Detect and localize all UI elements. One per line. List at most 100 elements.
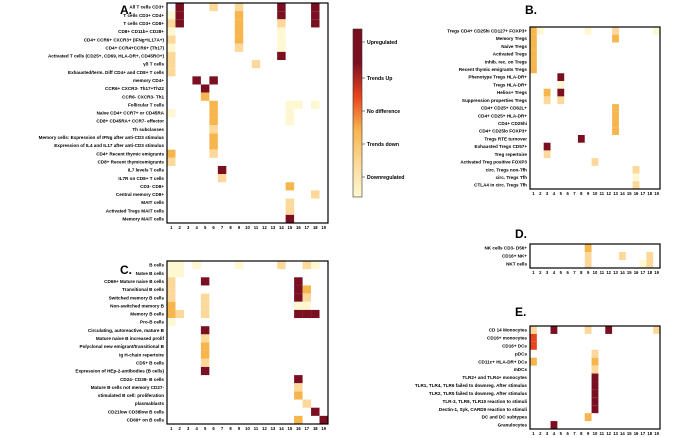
heatmap-cell	[209, 133, 218, 142]
row-label: CD24- CD38- B cells	[120, 377, 164, 382]
row-label: Transitional B cells	[122, 287, 164, 292]
column-label: 12	[262, 225, 267, 230]
column-label: 10	[593, 270, 598, 275]
column-label: 17	[304, 426, 309, 431]
heatmap-cell	[311, 19, 320, 28]
column-label: 19	[654, 270, 659, 275]
column-label: 2	[179, 426, 182, 431]
column-label: 15	[627, 431, 632, 436]
heatmap-frame	[166, 260, 329, 425]
row-label: Naïve CD4+ CCR7+ or CD45RA	[97, 111, 165, 116]
column-label: 11	[254, 426, 259, 431]
column-label: 9	[238, 426, 241, 431]
row-label: Suppression properties Tregs	[462, 98, 528, 103]
heatmap-cell	[530, 357, 537, 366]
row-label: CTLA4 in circ. Tregs Tfh	[474, 183, 527, 188]
heatmap-cell	[294, 383, 303, 392]
legend-label: Upregulated	[367, 40, 397, 46]
row-label: NKT cells	[506, 262, 527, 267]
heatmap-cell	[311, 309, 320, 319]
row-label: Tregs CD4+ CD25hi CD127+ FOXP3+	[447, 28, 527, 33]
row-label: CD16+ DCs	[502, 343, 527, 348]
column-label: 15	[288, 426, 293, 431]
heatmap-cell	[167, 318, 176, 327]
row-label: CD8+ CD11b+ CD28+	[118, 29, 164, 34]
heatmap-cell	[285, 182, 295, 191]
heatmap-cell	[584, 27, 592, 35]
heatmap-cell	[167, 157, 176, 166]
column-label: 9	[587, 191, 590, 196]
row-label: CD21low CD38low B cells	[108, 409, 165, 414]
heatmap-cell	[319, 415, 328, 424]
heatmap-cell	[277, 19, 286, 28]
column-label: 14	[279, 225, 284, 230]
column-label: 4	[195, 225, 198, 230]
column-label: 3	[546, 431, 549, 436]
column-label: 6	[212, 225, 215, 230]
row-label: Expression of IL4 and IL17 after anti-CD…	[54, 143, 164, 148]
row-label: NK cells CD3- D56+	[484, 246, 527, 251]
column-label: 10	[245, 225, 250, 230]
heatmap-cell	[234, 27, 244, 36]
row-label: CD69+ Mature naive B cells	[104, 279, 164, 284]
heatmap-cell	[530, 27, 537, 35]
heatmap-cell	[200, 92, 210, 101]
row-label: Activated T cells (CD25+, CD69, HLA-DR+,…	[48, 54, 164, 59]
row-label: Treg repertoire	[495, 152, 528, 157]
row-label: Helios+ Tregs	[497, 90, 527, 95]
row-label: Activated Tregs	[493, 52, 528, 57]
legend-label: Downregulated	[367, 175, 404, 181]
row-label: CD3- CD8+	[140, 184, 164, 189]
column-label: 2	[539, 270, 542, 275]
heatmap-cell	[294, 415, 303, 424]
heatmap-cell	[584, 244, 592, 252]
heatmap-cell	[175, 3, 184, 12]
column-label: 11	[600, 191, 605, 196]
column-label: 19	[321, 426, 326, 431]
heatmap-cell	[294, 375, 303, 384]
row-label: Recent thymic emigrants Tregs	[459, 67, 528, 72]
heatmap-cell	[591, 381, 599, 390]
row-label: Inhib. rec. on Tregs	[485, 59, 528, 64]
row-label: CD16+ NK+	[502, 254, 527, 259]
column-label: 7	[573, 270, 576, 275]
row-label: B cells	[149, 263, 164, 268]
row-label: circ. Tregs non-Tfh	[486, 167, 528, 172]
heatmap-cell	[285, 100, 295, 109]
heatmap-cell	[302, 293, 312, 302]
row-label: CD4+ CCR6+ CXCR3+ (IFNg+IL17A+)	[84, 37, 165, 42]
column-label: 14	[620, 270, 625, 275]
heatmap-cell	[591, 357, 599, 366]
heatmap-cell	[175, 19, 184, 28]
heatmap-panel-d: D. NK cells CD3- D56+ CD16+ NK+ NKT cells 1 2…	[484, 227, 661, 275]
column-label: 8	[580, 270, 583, 275]
column-label: 14	[620, 191, 625, 196]
column-label: 1	[532, 191, 535, 196]
row-label: TLR2, TLR5 failed to downreg. After stim…	[429, 391, 528, 396]
heatmap-cell	[167, 35, 176, 44]
row-label: Memory Tregs	[496, 36, 528, 41]
heatmap-cell	[167, 149, 176, 158]
column-label: 15	[288, 225, 293, 230]
heatmap-cell	[234, 3, 244, 12]
heatmap-frame	[529, 325, 661, 430]
column-label: 18	[647, 431, 652, 436]
heatmap-cell	[302, 285, 312, 294]
row-label: Switched memory B cells	[109, 295, 165, 300]
panel-label: B.	[525, 3, 537, 17]
heatmap-cell	[302, 309, 312, 319]
heatmap-cell	[285, 108, 295, 118]
column-label: 19	[654, 191, 659, 196]
column-label: 15	[627, 270, 632, 275]
heatmap-cell	[557, 88, 565, 97]
row-label: Memory B cells	[130, 312, 164, 317]
row-label: T cells CD3+ CD4+	[123, 13, 164, 18]
heatmap-cell	[543, 150, 551, 159]
column-label: 1	[532, 270, 535, 275]
heatmap-cell	[209, 108, 218, 118]
row-label: Tregs HLA-DR+	[493, 82, 527, 87]
heatmap-cell	[167, 43, 176, 52]
heatmap-cell	[200, 326, 210, 335]
row-label: Naïve B cells	[136, 271, 165, 276]
